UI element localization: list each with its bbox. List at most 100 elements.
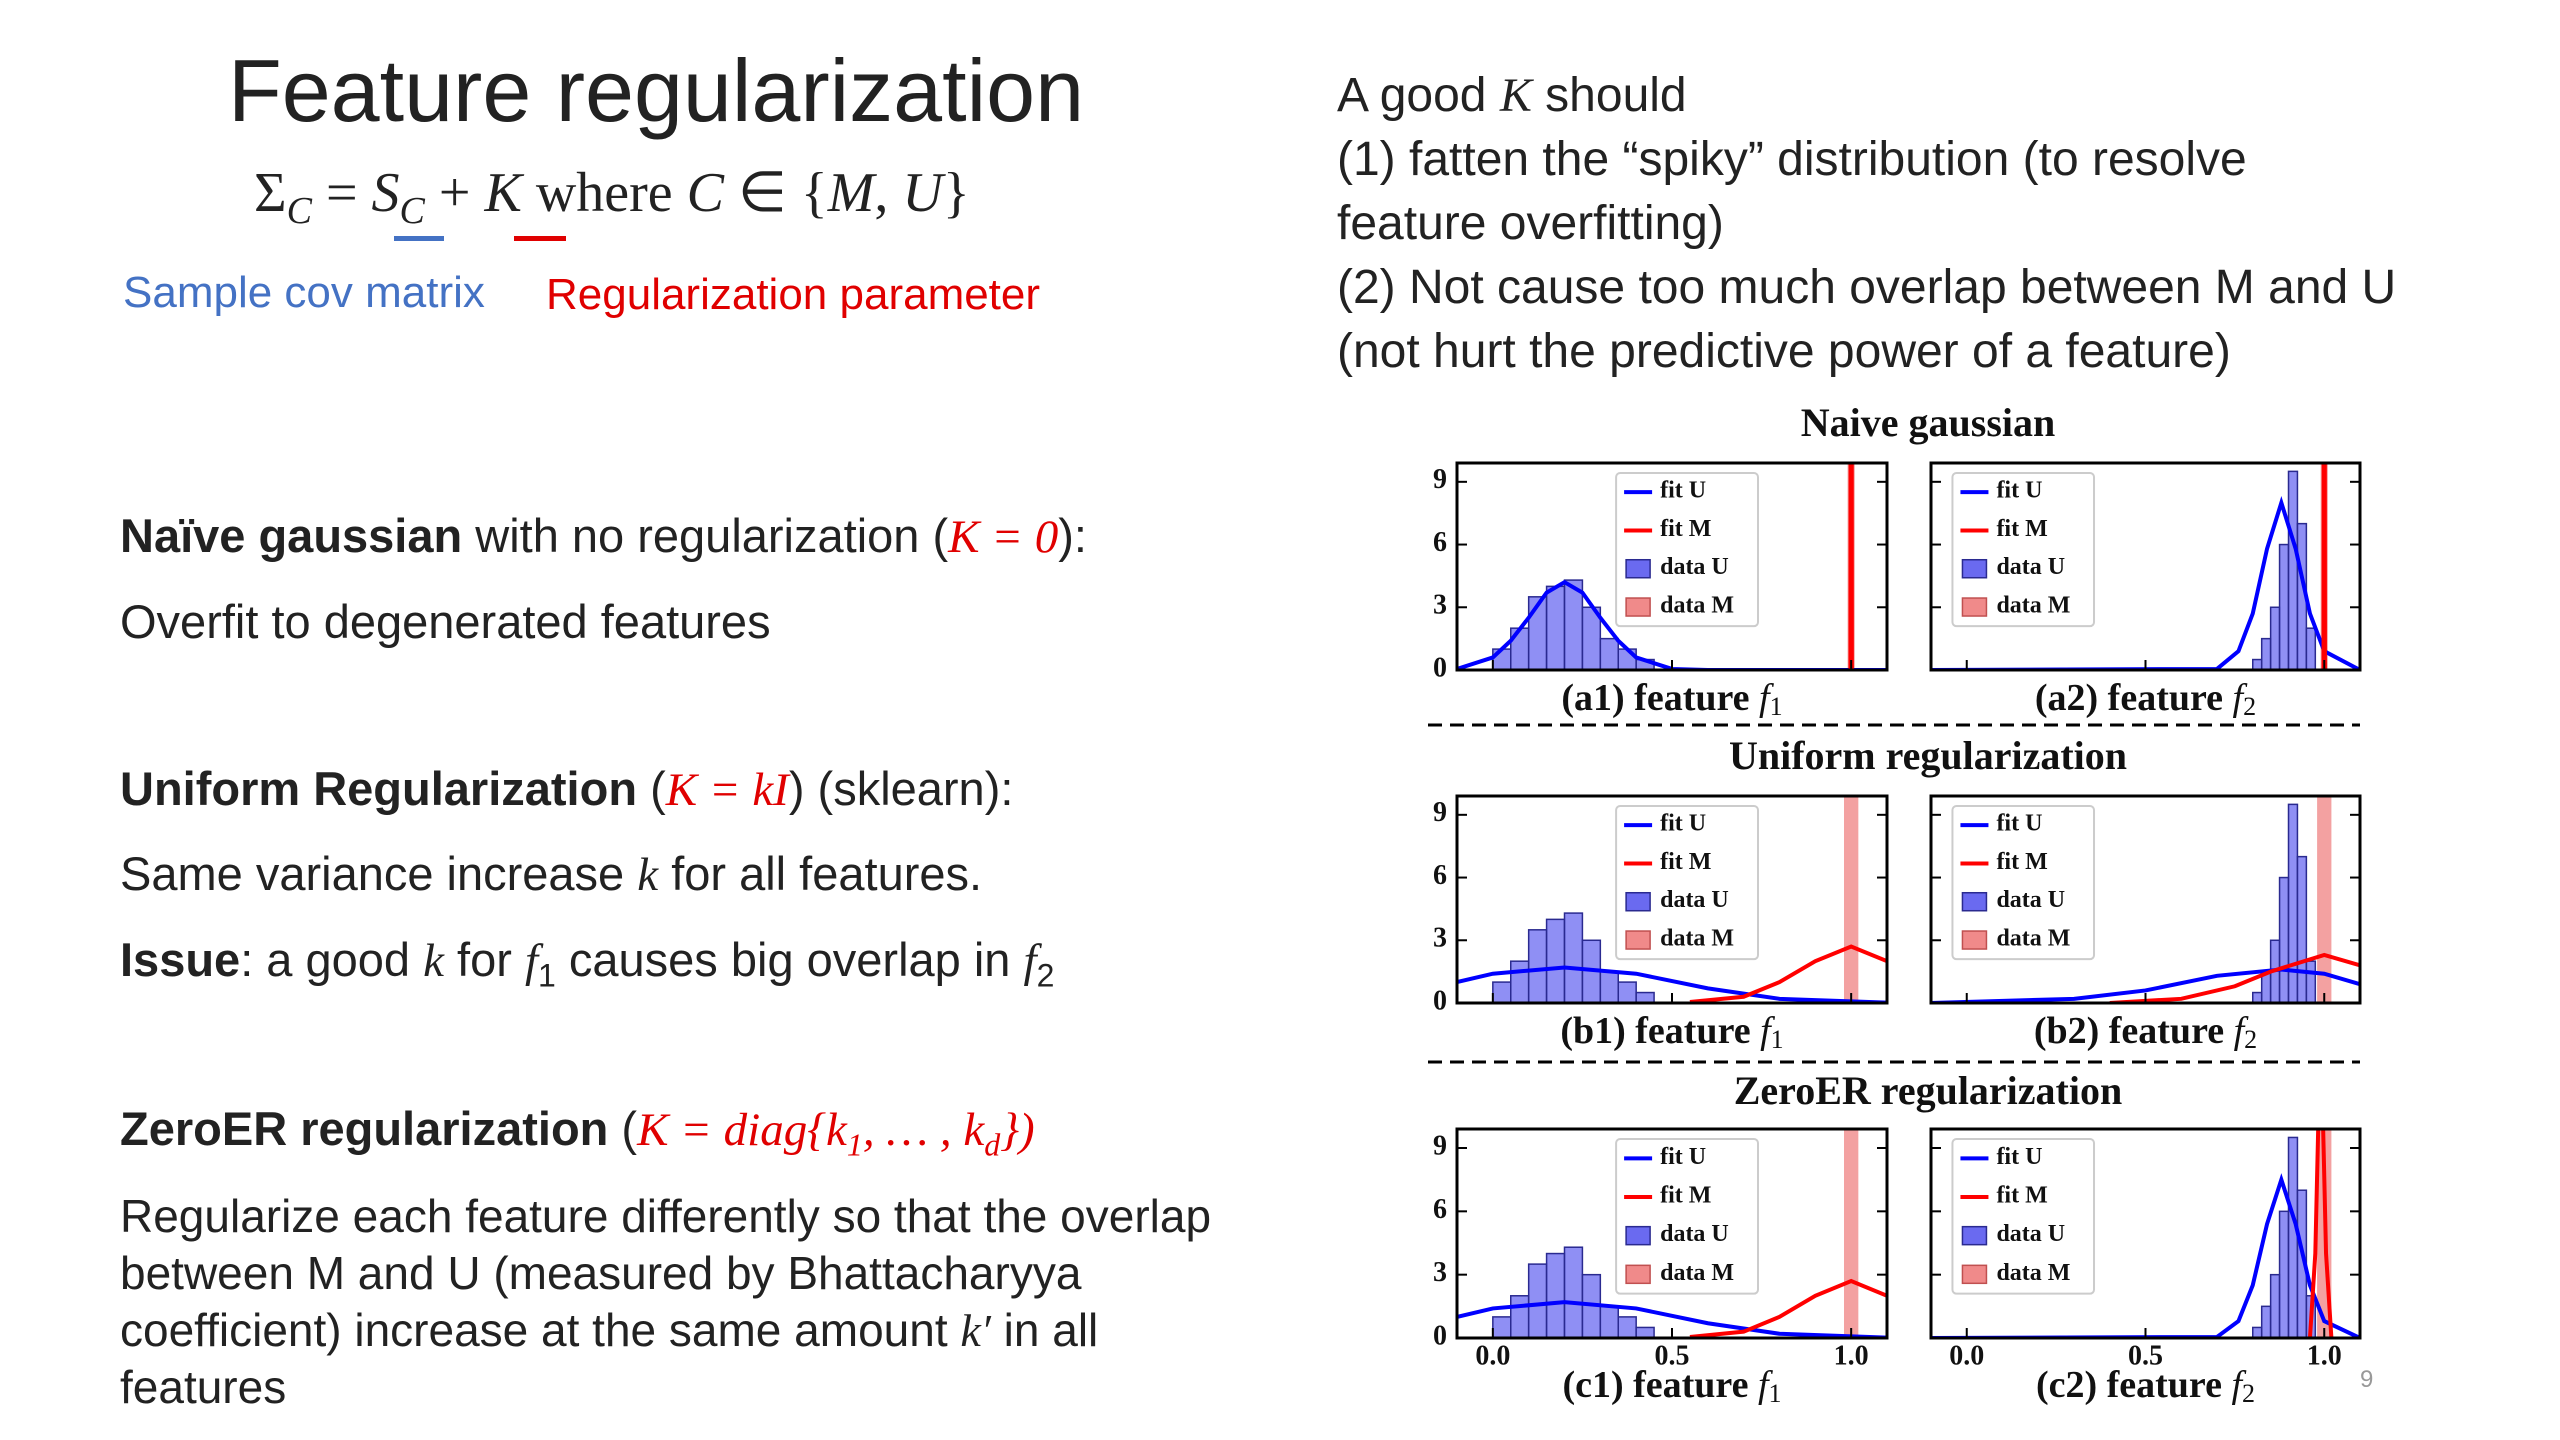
text: : a good [240,933,424,986]
text: for all features. [658,847,983,900]
hist-bar [2278,1210,2290,1338]
hist-bar [1563,912,1584,1003]
note-red: Regularization parameter [546,270,1041,319]
legend-label: data U [1660,1221,1729,1247]
panel-caption: (b1) feature f1 [1560,1010,1783,1054]
panel-caption: (a1) feature f1 [1561,677,1782,721]
hist-bar [1510,1295,1530,1338]
fit-curve [1931,967,2360,1003]
page-number: 9 [2360,1366,2374,1393]
legend-label: data M [1996,926,2070,952]
text: ): [1058,509,1087,562]
legend-swatch [1625,1264,1651,1285]
text: ( [637,762,666,815]
legend-swatch [1961,1264,1988,1285]
text: with no regularization ( [462,509,949,562]
text: ) (sklearn): [788,762,1014,815]
hist-bar [1599,1305,1620,1338]
text: Naïve gaussian [120,509,463,562]
hist-bar [1844,1129,1859,1338]
x-tick-label: 0.5 [1655,1340,1690,1371]
fit-curve [2307,1129,2334,1338]
heading: Uniform Regularization (K = kI) (sklearn… [120,761,1013,817]
hist-bar [2287,470,2299,670]
legend-label: data U [1660,554,1729,580]
formula-part: C [286,190,312,233]
legend-box [1615,805,1759,961]
y-tick-label: 9 [1433,464,1447,495]
formula-part: } [942,162,970,224]
hist-bar [2252,991,2263,1003]
caption-sub: 1 [1770,692,1783,721]
panel [1931,1129,2360,1338]
panel [1931,796,2360,1003]
text: in all [990,1304,1099,1356]
panel-caption: (a2) feature f2 [2035,677,2256,721]
math: K = diag{k [637,1104,847,1156]
legend-box [1951,472,2096,628]
legend-label: fit M [1660,849,1711,875]
y-tick-label: 3 [1433,1257,1447,1288]
y-tick-label: 6 [1433,527,1447,558]
row-title: Naive gaussian [1801,400,2056,445]
x-tick-label: 0.0 [1475,1340,1510,1371]
formula-part: K [484,162,522,224]
hist-bar [1635,1326,1655,1338]
legend-box [1615,472,1759,628]
math: f [1023,935,1037,987]
hist-bar [1545,918,1566,1003]
hist-bar [2287,1136,2299,1338]
formula-part: = [311,162,372,224]
text: for [444,933,525,986]
hist-bar [2296,855,2308,1003]
panel [1457,796,1887,1003]
legend-label: data M [1660,926,1734,952]
fit-curve [1457,965,1887,1003]
hist-bar [1492,1316,1512,1338]
caption-sub: 1 [1769,1379,1782,1408]
legend-label: fit M [1996,1182,2047,1208]
panel-caption: (b2) feature f2 [2034,1010,2257,1054]
hist-bar [1563,1246,1584,1338]
text: A good [1337,69,1500,122]
hist-bar [2269,606,2281,670]
math: K = kI [665,764,789,816]
y-tick-label: 6 [1433,860,1447,891]
x-tick-label: 0.0 [1949,1340,1984,1371]
hist-bar [2287,803,2299,1003]
text: features [120,1361,287,1413]
legend-label: fit U [1660,1144,1706,1170]
formula-part: S [371,162,400,224]
title: Feature regularization [227,41,1085,140]
hist-bar [2305,627,2317,670]
text: ( [608,1102,638,1155]
legend-label: fit U [1660,478,1706,504]
hist-bar [1527,1263,1548,1338]
legend-swatch [1961,930,1988,950]
hist-bar [1545,585,1566,670]
y-tick-label: 9 [1433,797,1447,828]
formula-part: ∈ { [724,162,828,224]
formula-part: + [424,162,485,224]
legend-label: data M [1996,1260,2070,1286]
fit-curve [1689,944,1887,1003]
fit-curve [1931,495,2360,670]
y-tick-label: 9 [1433,1130,1447,1161]
x-tick-label: 0.5 [2128,1340,2163,1371]
text: Same variance increase [120,847,638,900]
hist-bar [2278,876,2290,1003]
legend-swatch [1961,1225,1988,1246]
hist-bar [1599,637,1620,670]
underline-blue [394,236,444,241]
formula-part: M [827,162,875,224]
caption-sub: 2 [2243,692,2256,721]
legend-label: fit U [1660,811,1706,837]
legend-label: fit U [1996,478,2042,504]
text: (not hurt the predictive power of a feat… [1337,325,2231,378]
caption-text: (c2) feature [2036,1364,2232,1406]
hist-bar [1563,579,1584,670]
math: k [423,935,444,987]
x-tick-label: 1.0 [1834,1340,1869,1371]
caption-text: (a2) feature [2035,677,2233,719]
